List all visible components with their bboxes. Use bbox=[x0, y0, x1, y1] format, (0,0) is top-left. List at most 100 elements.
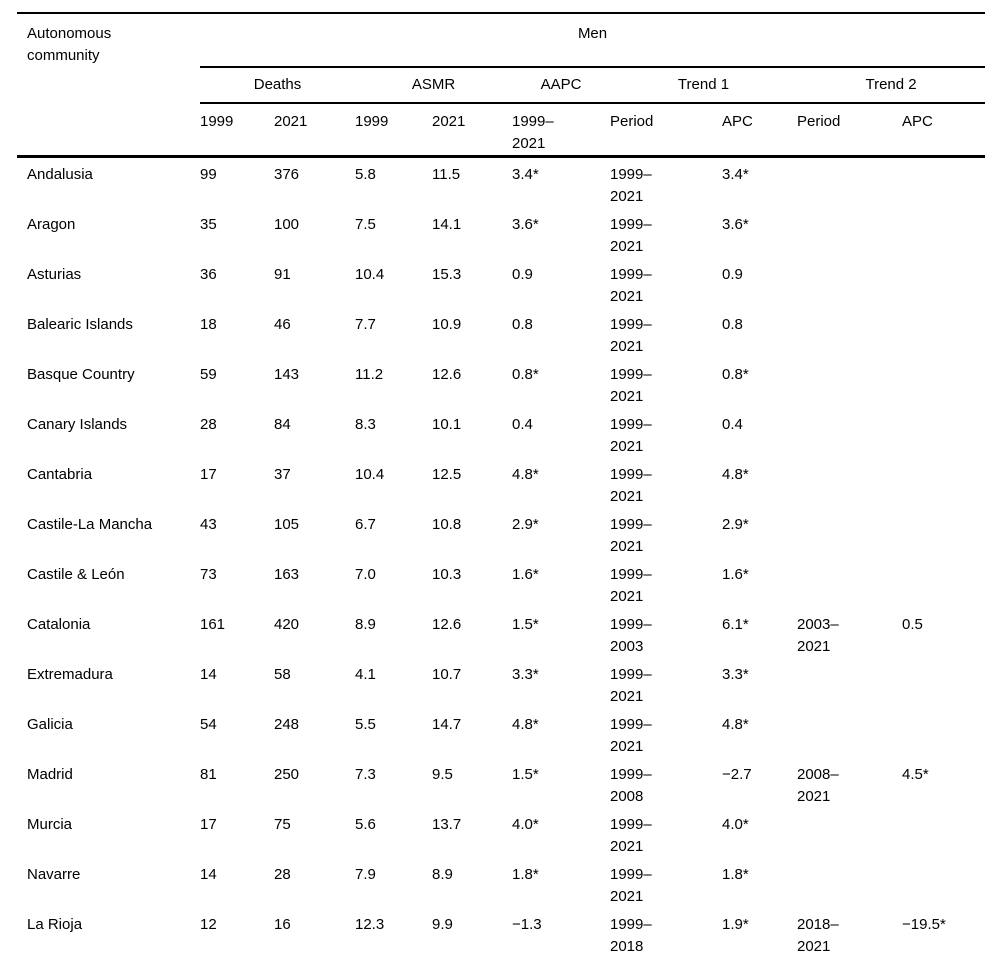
trend1-period-value: 1999– 2021 bbox=[610, 566, 652, 605]
community-name: Aragon bbox=[27, 216, 76, 233]
trend2-apc-value bbox=[902, 858, 985, 908]
trend1-apc-value: 0.8* bbox=[722, 366, 749, 383]
asmr-1999-value: 10.4 bbox=[355, 466, 385, 483]
asmr-1999-value: 7.0 bbox=[355, 566, 376, 583]
asmr-1999-value: 5.8 bbox=[355, 166, 376, 183]
aapc-value: 1.6* bbox=[512, 566, 539, 583]
column-group-header-row: Deaths ASMR AAPC Trend 1 Trend 2 bbox=[17, 67, 986, 104]
aapc-value: 4.8* bbox=[512, 716, 539, 733]
trend2-period-value: 2008– 2021 bbox=[797, 766, 839, 805]
trend2-apc-value bbox=[902, 658, 985, 708]
deaths-1999-value: 14 bbox=[200, 666, 217, 683]
trend2-apc-value: −19.5* bbox=[902, 916, 946, 933]
deaths-2021-value: 37 bbox=[274, 466, 291, 483]
table-row: La Rioja 12 16 12.3 9.9 −1.3 1999– 2018 … bbox=[17, 908, 985, 958]
trend2-period-value bbox=[797, 858, 902, 908]
trend1-apc-value: 4.8* bbox=[722, 716, 749, 733]
asmr-1999-value: 12.3 bbox=[355, 916, 385, 933]
aapc-value: −1.3 bbox=[512, 916, 542, 933]
sub-header-deaths-1999: 1999 bbox=[200, 103, 274, 158]
asmr-2021-value: 14.1 bbox=[432, 216, 462, 233]
deaths-2021-value: 420 bbox=[274, 616, 300, 633]
asmr-2021-value: 8.9 bbox=[432, 866, 453, 883]
trend1-apc-value: 1.6* bbox=[722, 566, 749, 583]
trend1-period-value: 1999– 2021 bbox=[610, 466, 652, 505]
table-row: Navarre 14 28 7.9 8.9 1.8* 1999– 2021 1.… bbox=[17, 858, 985, 908]
asmr-1999-value: 7.9 bbox=[355, 866, 376, 883]
table-row: Aragon 35 100 7.5 14.1 3.6* 1999– 2021 3… bbox=[17, 208, 985, 258]
table-header: Autonomous community Men Deaths ASMR AAP… bbox=[17, 13, 986, 158]
sub-header-aapc-period: 1999– 2021 bbox=[512, 103, 610, 158]
table-row: Castile-La Mancha 43 105 6.7 10.8 2.9* 1… bbox=[17, 508, 985, 558]
table-row: Basque Country 59 143 11.2 12.6 0.8* 199… bbox=[17, 358, 985, 408]
deaths-1999-value: 81 bbox=[200, 766, 217, 783]
asmr-1999-value: 8.9 bbox=[355, 616, 376, 633]
trend2-period-value bbox=[797, 458, 902, 508]
trend2-period-value bbox=[797, 408, 902, 458]
deaths-1999-value: 17 bbox=[200, 816, 217, 833]
asmr-1999-value: 9.0 bbox=[355, 958, 432, 968]
trend1-period-value: 1999– 2003 bbox=[610, 616, 652, 655]
table-row: Castile & León 73 163 7.0 10.3 1.6* 1999… bbox=[17, 558, 985, 608]
asmr-2021-value: 10.3 bbox=[432, 566, 462, 583]
table-row: Andalusia 99 376 5.8 11.5 3.4* 1999– 202… bbox=[17, 157, 985, 209]
community-name: Extremadura bbox=[27, 666, 113, 683]
asmr-1999-value: 11.2 bbox=[355, 366, 384, 383]
col-group-deaths: Deaths bbox=[200, 67, 355, 104]
aapc-value: 1.5* bbox=[512, 766, 539, 783]
asmr-2021-value: 11.5 bbox=[432, 166, 461, 183]
asmr-2021-value: 12.5 bbox=[432, 466, 462, 483]
trend1-apc-value: 0.9 bbox=[722, 266, 743, 283]
asmr-2021-value: 13.7 bbox=[432, 816, 462, 833]
deaths-2021-value: 143 bbox=[274, 366, 300, 383]
trend2-apc-value bbox=[902, 708, 985, 758]
trend2-period-value bbox=[797, 558, 902, 608]
community-name: Navarre bbox=[27, 866, 81, 883]
table-row: Catalonia 161 420 8.9 12.6 1.5* 1999– 20… bbox=[17, 608, 985, 658]
trend1-period-value: 1999– 2018 bbox=[610, 916, 652, 955]
aapc-value: 3.4* bbox=[512, 166, 539, 183]
table-row: Murcia 17 75 5.6 13.7 4.0* 1999– 2021 4.… bbox=[17, 808, 985, 858]
trend1-apc-value: 4.8* bbox=[722, 466, 749, 483]
deaths-2021-value: 271 bbox=[274, 958, 355, 968]
deaths-2021-value: 84 bbox=[274, 416, 291, 433]
community-name: Balearic Islands bbox=[27, 316, 133, 333]
deaths-2021-value: 75 bbox=[274, 816, 291, 833]
trend2-apc-value: 4.5* bbox=[902, 766, 929, 783]
trend2-apc-value: 0.5 bbox=[902, 616, 923, 633]
deaths-1999-value: 99 bbox=[200, 166, 217, 183]
sub-header-trend1-period: Period bbox=[610, 103, 722, 158]
deaths-2021-value: 58 bbox=[274, 666, 291, 683]
trend2-period-value bbox=[797, 308, 902, 358]
trend2-period-value: 2003– 2021 bbox=[797, 616, 839, 655]
table-row: Galicia 54 248 5.5 14.7 4.8* 1999– 2021 … bbox=[17, 708, 985, 758]
trend1-period-value: 1999– 2021 bbox=[610, 816, 652, 855]
asmr-2021-value: 14.7 bbox=[432, 716, 462, 733]
table-row: Asturias 36 91 10.4 15.3 0.9 1999– 2021 … bbox=[17, 258, 985, 308]
aapc-value: 4.0* bbox=[512, 816, 539, 833]
deaths-1999-value: 18 bbox=[200, 316, 217, 333]
asmr-2021-value: 10.8 bbox=[432, 516, 462, 533]
deaths-2021-value: 163 bbox=[274, 566, 300, 583]
asmr-1999-value: 6.7 bbox=[355, 516, 376, 533]
trend2-apc-value bbox=[902, 358, 985, 408]
aapc-value: 0.8* bbox=[512, 366, 539, 383]
table-row: Madrid 81 250 7.3 9.5 1.5* 1999– 2008 −2… bbox=[17, 758, 985, 808]
table-row: Balearic Islands 18 46 7.7 10.9 0.8 1999… bbox=[17, 308, 985, 358]
sub-header-trend2-period: Period bbox=[797, 103, 902, 158]
sub-header-row: 1999 2021 1999 2021 1999– 2021 Period AP… bbox=[17, 103, 986, 158]
trend1-apc-value: 6.1* bbox=[722, 616, 749, 633]
deaths-2021-value: 46 bbox=[274, 316, 291, 333]
asmr-2021-value: 12.6 bbox=[432, 616, 462, 633]
deaths-1999-value: 59 bbox=[200, 366, 217, 383]
deaths-1999-value: 43 bbox=[200, 516, 217, 533]
deaths-2021-value: 105 bbox=[274, 516, 300, 533]
trend2-period-value bbox=[797, 508, 902, 558]
deaths-1999-value: 73 bbox=[200, 566, 217, 583]
asmr-2021-value: 15.3 bbox=[432, 266, 462, 283]
trend1-apc-value: −2.7 bbox=[722, 766, 752, 783]
asmr-1999-value: 5.6 bbox=[355, 816, 376, 833]
trend1-period-value: 1999– 2021 bbox=[610, 316, 652, 355]
trend1-period-value: 1999– 2021 bbox=[610, 266, 652, 305]
trend2-period-value bbox=[797, 208, 902, 258]
